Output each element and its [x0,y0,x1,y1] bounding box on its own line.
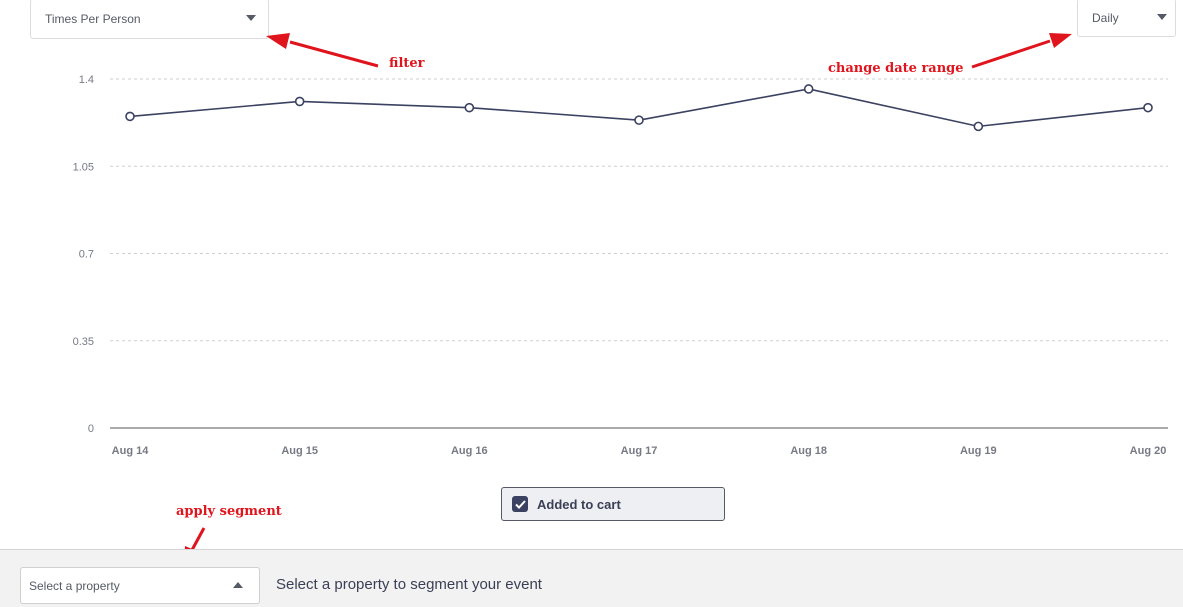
data-point[interactable] [634,115,644,125]
y-tick-label: 0.35 [73,336,94,348]
y-tick-label: 1.05 [73,161,94,173]
caret-up-icon [233,582,243,588]
annotation-date-range: change date range [828,61,964,76]
data-point[interactable] [125,111,135,122]
x-tick-label: Aug 20 [1130,445,1167,457]
y-axis: 0 0.35 0.7 1.05 1.4 [73,74,94,435]
date-range-dropdown[interactable]: Daily [1077,0,1176,37]
x-tick-label: Aug 14 [112,445,150,457]
segment-bar: Select a property Select a property to s… [0,549,1183,607]
annotation-filter: filter [389,56,425,71]
caret-down-icon [246,15,256,21]
chart-grid [110,78,1168,429]
segment-hint: Select a property to segment your event [276,576,542,593]
data-point[interactable] [464,102,475,113]
legend-label: Added to cart [537,496,621,512]
segment-property-placeholder: Select a property [29,578,120,593]
x-axis: Aug 14 Aug 15 Aug 16 Aug 17 Aug 18 Aug 19 Aug … [112,445,1167,457]
annotation-segment: apply segment [176,504,282,519]
date-range-value: Daily [1092,10,1119,25]
metric-filter-value: Times Per Person [45,11,141,26]
data-point[interactable] [1143,102,1153,113]
line-chart: 0 0.35 0.7 1.05 1.4 Aug 14 Aug 15 Aug 16 Aug 17… [73,74,1168,457]
x-tick-label: Aug 18 [790,445,827,457]
x-tick-label: Aug 16 [451,445,488,457]
legend-item-added-to-cart[interactable]: Added to cart [501,487,725,521]
series-added-to-cart [125,84,1153,132]
y-tick-label: 1.4 [79,74,94,86]
x-tick-label: Aug 15 [281,445,318,457]
checkbox-checked-icon[interactable] [512,496,528,512]
y-tick-label: 0.7 [79,249,94,261]
data-point[interactable] [803,84,814,94]
data-point[interactable] [973,121,984,132]
segment-property-select[interactable]: Select a property [20,567,260,604]
x-tick-label: Aug 17 [621,445,658,457]
metric-filter-dropdown[interactable]: Times Per Person [30,0,269,39]
caret-down-icon [1157,14,1167,20]
y-tick-label: 0 [88,423,94,435]
x-tick-label: Aug 19 [960,445,997,457]
data-point[interactable] [294,96,305,107]
